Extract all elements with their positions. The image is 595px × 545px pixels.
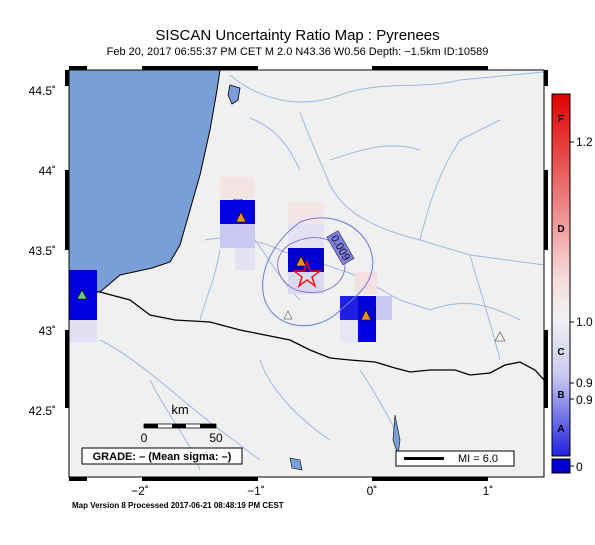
map-frame <box>68 69 545 478</box>
station-icon-green <box>76 289 88 300</box>
y-tick-label: 43˚ <box>39 324 56 338</box>
colorbar-min-swatch <box>551 458 571 474</box>
colorbar-value: 0 <box>576 460 583 474</box>
station-icon <box>360 309 372 321</box>
colorbar-value: 0.9 <box>576 376 593 390</box>
x-tick-label: −2˚ <box>131 484 149 498</box>
x-tick-label: 1˚ <box>483 484 494 498</box>
colorbar-value: 0.9 <box>576 393 593 407</box>
scale-bar <box>143 423 217 429</box>
mi-scale-line <box>404 457 444 460</box>
x-tick-label: −1˚ <box>247 484 265 498</box>
mi-box <box>395 450 515 467</box>
station-icon-inactive <box>494 331 506 342</box>
colorbar-ticks <box>570 141 574 467</box>
colorbar-letter: C <box>557 347 564 358</box>
x-tick-label: 0˚ <box>367 484 378 498</box>
colorbar-letter: B <box>557 390 564 401</box>
lake <box>289 457 303 471</box>
mi-text: MI = 6.0 <box>458 453 498 465</box>
colorbar-letter: F <box>558 114 564 125</box>
colorbar-value: 1.2 <box>576 135 593 149</box>
y-tick-label: 44.5˚ <box>29 84 56 98</box>
lagoon <box>227 84 241 105</box>
contour-outer <box>262 217 374 327</box>
scale-bar-start: 0 <box>141 431 148 445</box>
colorbar <box>551 93 571 457</box>
map-title: SISCAN Uncertainty Ratio Map : Pyrenees <box>155 27 440 44</box>
station-icon-inactive <box>283 310 293 320</box>
map-subtitle: Feb 20, 2017 06:55:37 PM CET M 2.0 N43.3… <box>106 46 489 58</box>
scale-bar-end: 50 <box>209 431 223 445</box>
frame-ticks <box>65 66 548 481</box>
grade-text: GRADE: – (Mean sigma: –) <box>93 451 232 463</box>
station-icon <box>295 255 307 267</box>
y-tick-label: 44˚ <box>39 164 56 178</box>
uncertainty-grid <box>69 177 392 342</box>
epicenter-star-icon <box>291 259 323 288</box>
station-icon <box>235 211 247 223</box>
footer-text: Map Version 8 Processed 2017-06-21 08:48… <box>72 501 284 510</box>
colorbar-value: 1.0 <box>576 315 593 329</box>
scale-bar-unit: km <box>171 402 188 417</box>
y-tick-label: 42.5˚ <box>29 404 56 418</box>
colorbar-letter: D <box>557 224 564 235</box>
y-tick-label: 43.5˚ <box>29 244 56 258</box>
colorbar-letter: A <box>557 424 564 435</box>
national-border <box>69 289 544 381</box>
grade-box <box>81 447 243 465</box>
